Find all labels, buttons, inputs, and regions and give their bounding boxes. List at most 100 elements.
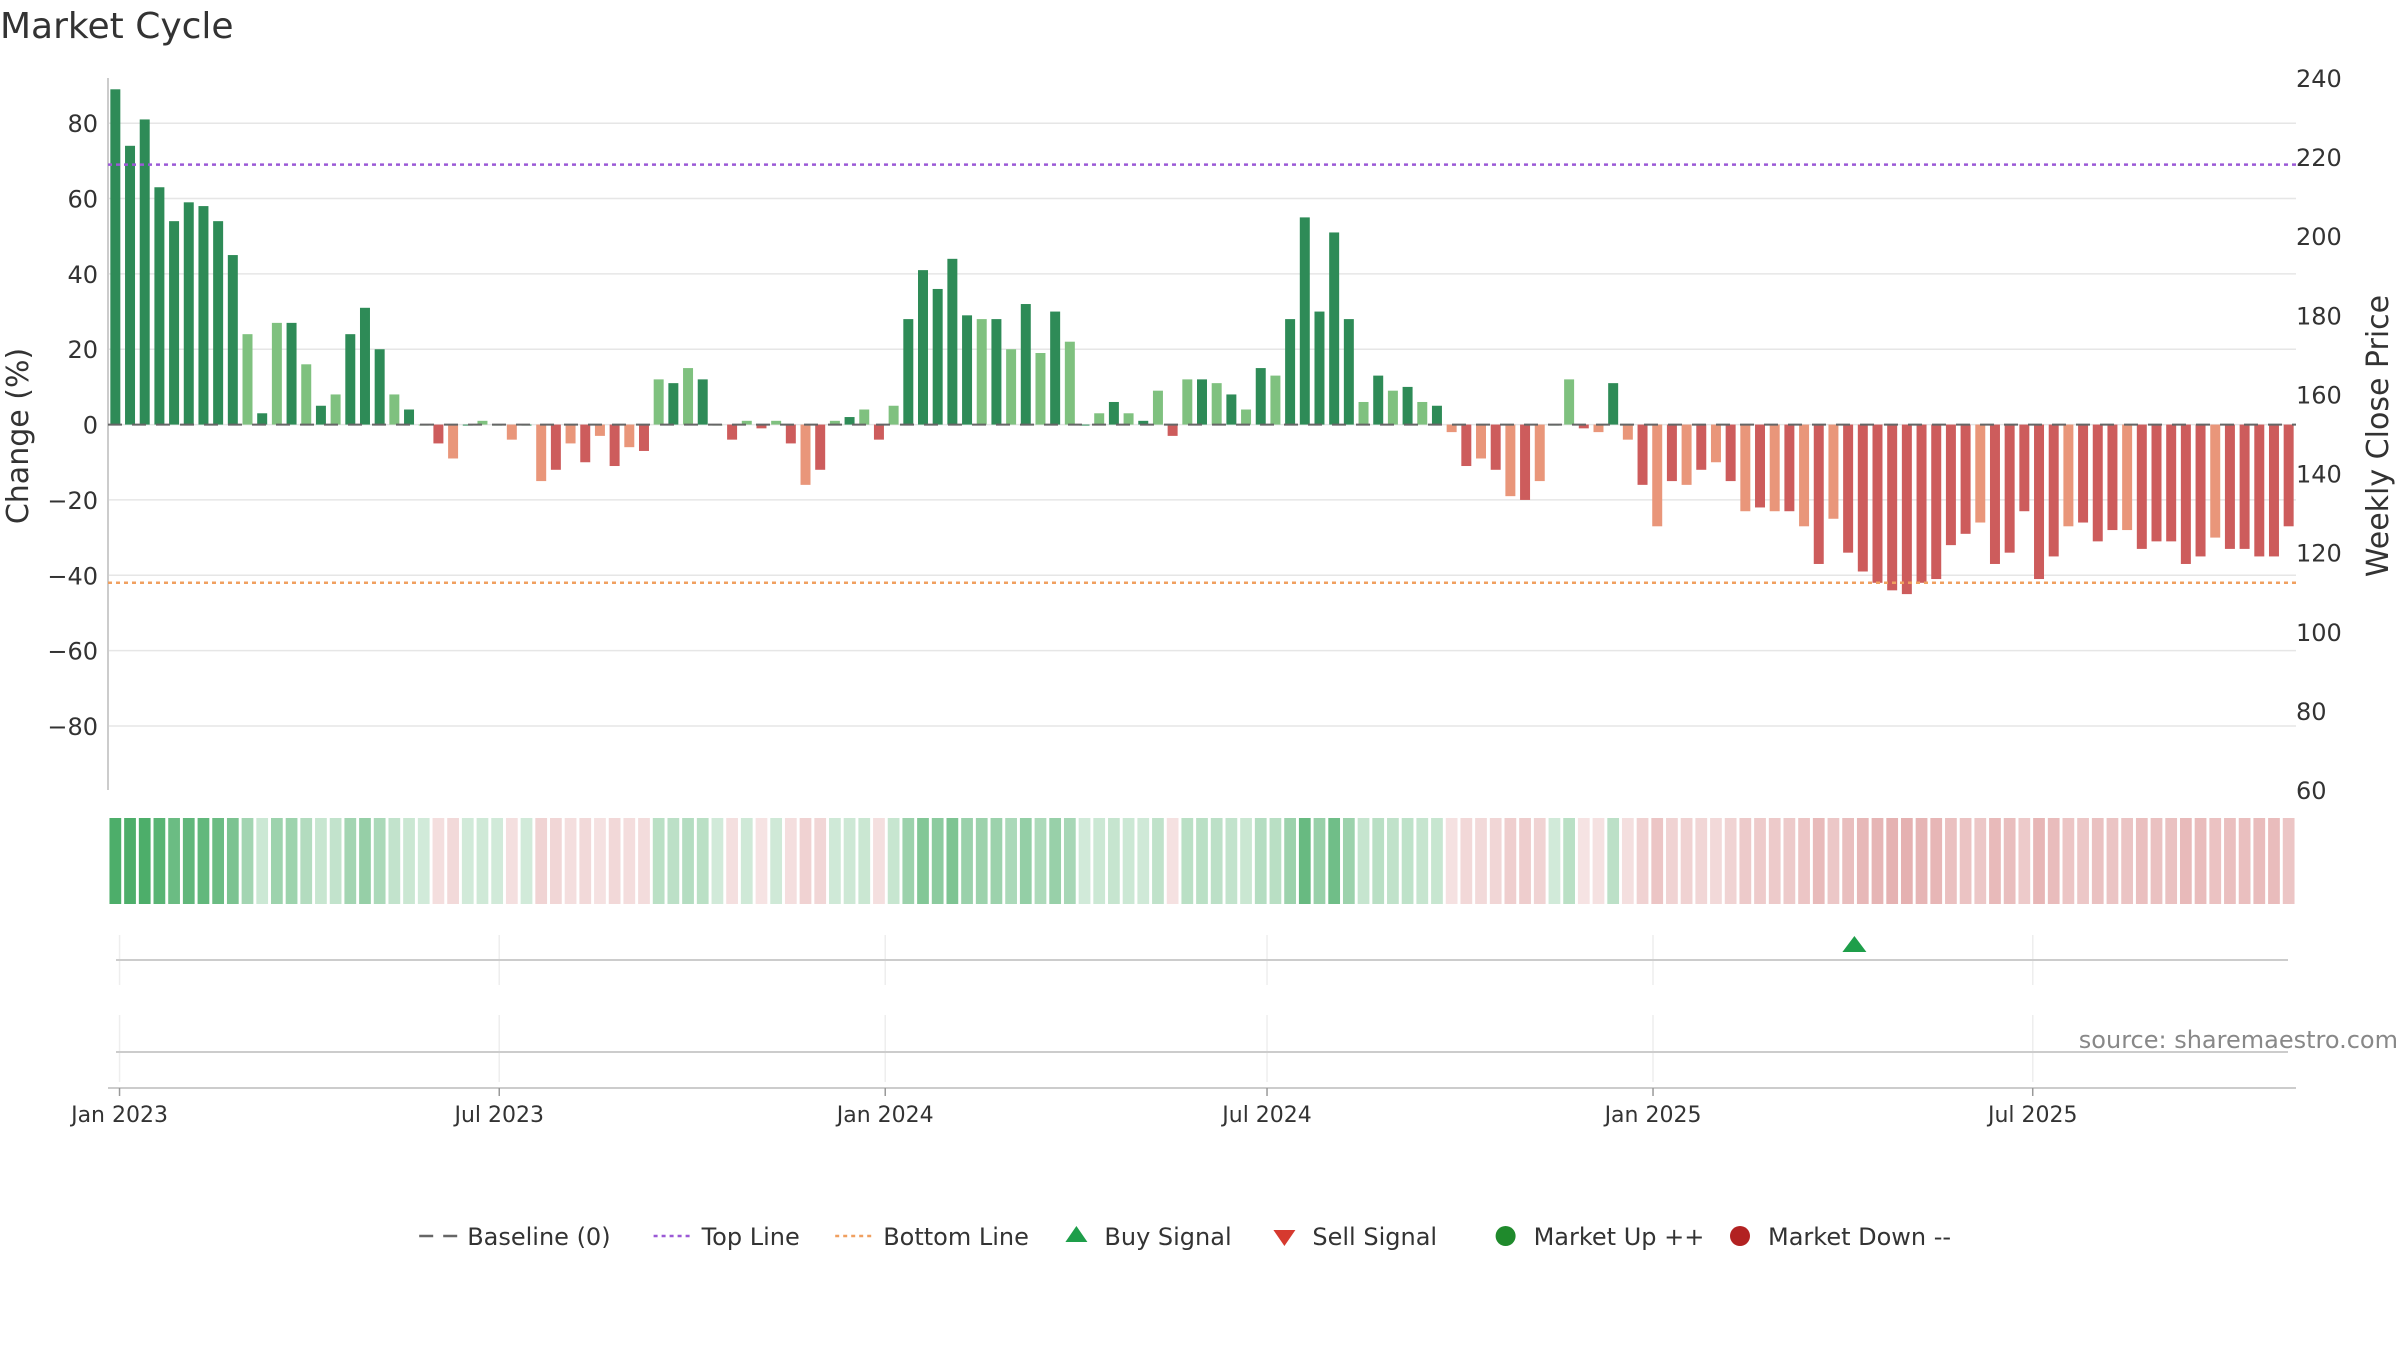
change-bar xyxy=(1975,424,1986,523)
heat-cell xyxy=(520,818,533,904)
heat-cell xyxy=(1240,818,1252,904)
change-bar xyxy=(389,394,400,425)
change-bar xyxy=(1006,349,1017,425)
heat-cell xyxy=(2253,818,2266,904)
right-axis-label: Weekly Close Price xyxy=(2361,295,2396,577)
change-bar xyxy=(1299,217,1310,425)
y-tick-label-left: −20 xyxy=(47,487,98,515)
y-tick-label-left: 80 xyxy=(67,110,98,138)
heat-cell xyxy=(256,818,269,904)
heat-cell xyxy=(315,818,327,904)
change-bar xyxy=(154,187,165,425)
change-bar xyxy=(991,319,1002,425)
heat-cell xyxy=(1387,818,1399,904)
heat-cell xyxy=(1842,818,1854,904)
change-bar xyxy=(771,420,782,425)
change-bar xyxy=(1417,401,1428,425)
heat-cell xyxy=(829,818,841,904)
change-bar xyxy=(315,405,326,425)
heat-cell xyxy=(1519,818,1531,904)
change-bar xyxy=(888,405,899,425)
change-bar xyxy=(139,119,150,425)
heat-cell xyxy=(476,818,489,904)
change-bar xyxy=(1343,319,1354,425)
change-bar xyxy=(741,420,752,425)
change-bar xyxy=(1373,375,1384,425)
change-bar xyxy=(1490,424,1501,470)
heat-cell xyxy=(902,818,915,904)
heat-cell xyxy=(1739,818,1752,904)
legend-item: Market Down -- xyxy=(1730,1223,1951,1251)
change-bar xyxy=(1152,390,1163,425)
change-bar xyxy=(2239,424,2250,549)
y-tick-label-right: 140 xyxy=(2296,461,2342,489)
heat-cell xyxy=(447,818,459,904)
change-bar xyxy=(727,424,738,440)
change-bar xyxy=(404,409,415,425)
heat-cell xyxy=(1563,818,1575,904)
legend-circle-icon xyxy=(1730,1226,1750,1246)
change-bar xyxy=(1035,353,1046,425)
heat-cell xyxy=(2238,818,2251,904)
heat-cell xyxy=(2106,818,2119,904)
legend-label: Market Down -- xyxy=(1768,1223,1951,1251)
heat-cell xyxy=(755,818,768,904)
heat-cell xyxy=(799,818,812,904)
heat-cell xyxy=(1254,818,1267,904)
change-bar xyxy=(2224,424,2235,549)
change-bar xyxy=(2122,424,2133,531)
heat-cell xyxy=(638,818,650,904)
change-bar xyxy=(800,424,811,485)
change-bar xyxy=(433,424,444,444)
change-bar xyxy=(1505,424,1516,497)
change-bar xyxy=(345,334,356,425)
change-bar xyxy=(1197,379,1207,425)
change-bar xyxy=(271,322,282,425)
heat-cell xyxy=(226,818,239,904)
change-bar xyxy=(1520,424,1531,500)
change-bar xyxy=(1710,424,1721,463)
change-bar xyxy=(286,322,297,425)
heat-cell xyxy=(505,818,518,904)
heat-cell xyxy=(1357,818,1370,904)
change-bar xyxy=(1843,424,1854,553)
heat-cell xyxy=(682,818,694,904)
change-bar xyxy=(1138,420,1149,425)
heat-cell xyxy=(961,818,973,904)
change-bar xyxy=(1916,424,1927,583)
change-bar xyxy=(2254,424,2265,557)
change-bar xyxy=(1094,413,1105,425)
x-tick-label: Jul 2024 xyxy=(1220,1103,1312,1128)
heat-cell xyxy=(2179,818,2192,904)
heat-cell xyxy=(1181,818,1194,904)
heat-cell xyxy=(1460,818,1473,904)
change-bar xyxy=(1270,375,1281,425)
change-bar xyxy=(301,364,312,425)
change-bar xyxy=(815,424,826,470)
heat-cell xyxy=(1621,818,1634,904)
change-bar xyxy=(638,424,649,451)
change-bar xyxy=(2048,424,2059,557)
change-bar xyxy=(609,424,620,467)
change-bar xyxy=(1329,232,1340,425)
change-bar xyxy=(580,424,591,463)
change-bar xyxy=(359,307,370,425)
change-bar xyxy=(653,379,664,425)
change-bar xyxy=(2210,424,2221,538)
heat-cell xyxy=(814,818,827,904)
change-bar xyxy=(1211,383,1222,425)
change-bar xyxy=(1769,424,1780,512)
source-note: source: sharemaestro.com xyxy=(2079,1026,2398,1054)
change-bar xyxy=(1887,424,1898,591)
heat-cell xyxy=(564,818,577,904)
change-bar xyxy=(1622,424,1633,440)
change-bar xyxy=(1799,424,1810,527)
heat-cell xyxy=(873,818,885,904)
heat-cell xyxy=(2268,818,2280,904)
heat-cell xyxy=(1651,818,1664,904)
heat-cell xyxy=(2224,818,2236,904)
heat-cell xyxy=(1945,818,1957,904)
heat-cell xyxy=(1666,818,1678,904)
heat-cell xyxy=(1710,818,1722,904)
change-bar xyxy=(2151,424,2162,542)
